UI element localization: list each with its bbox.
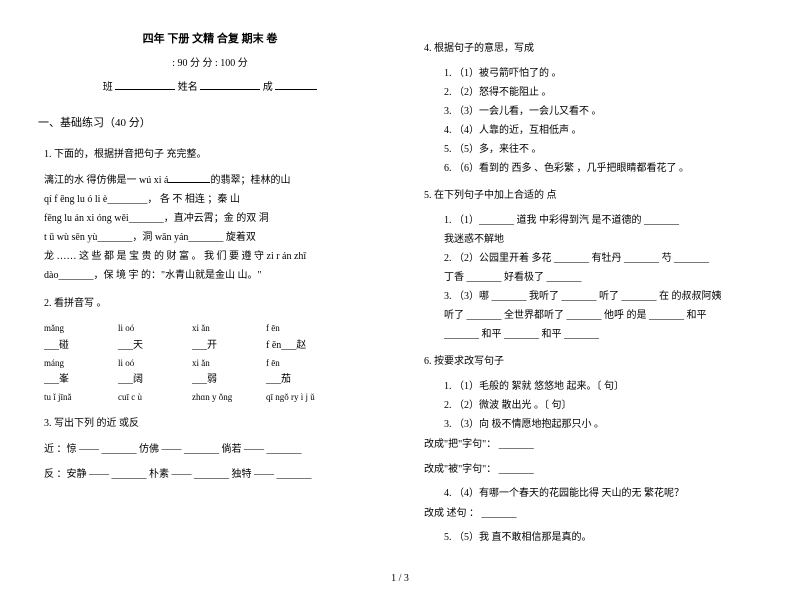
q1-l5: 龙 …… 这 些 都 是 宝 贵 的 财 富 。 我 们 要 遵 守 zi r … [44, 251, 306, 262]
q2-r1bc4: f ēn___赵 [266, 337, 326, 355]
q5-s2b: 丁香 _______ 好看极了 _______ [444, 269, 762, 286]
q5-s1a: 1. （1）_______ 道我 中彩得到汽 是不道德的 _______ [444, 212, 762, 229]
q4-s5: 5. （5）多，来往不 。 [444, 141, 762, 158]
q4-head: 4. 根据句子的意思，写成 [424, 40, 762, 57]
q1-l4: t ū wù sēn yù_______，洞 wān yán_______ 旋着… [44, 232, 256, 243]
q1-para: 漓江的水 得仿佛是一 wú xi á 的翡翠；桂林的山 qí f ēng lu ó… [44, 171, 382, 285]
q2-r3c4: qī ngǒ ry ì j ǔ [266, 389, 326, 405]
q6-ba: 改成"把"字句"： _______ [424, 435, 762, 454]
q2-r2bc3: ___弱 [192, 371, 252, 389]
score-blank [275, 78, 317, 90]
q2-r3c1: tu ǐ jīnǎ [44, 389, 104, 405]
name-blank [200, 78, 260, 90]
q2-r2c3: xi ǎn [192, 355, 252, 371]
q5-head: 5. 在下列句子中加上合适的 点 [424, 187, 762, 204]
left-column: 四年 下册 文精 合复 期末 卷 : 90 分 分 : 100 分 班 姓名 成… [20, 30, 400, 548]
q5-s2a: 2. （2）公园里开着 多花 _______ 有牡丹 _______ 芍 ___… [444, 250, 762, 267]
q2-r2bc1: ___峯 [44, 371, 104, 389]
q3-l2: 反 ：安静 —— _______ 朴素 —— _______ 独特 —— ___… [44, 465, 382, 484]
q5-s3a: 3. （3）哪 _______ 我听了 _______ 听了 _______ 在… [444, 288, 762, 305]
q2-r1bc3: ___开 [192, 337, 252, 355]
q1-l2: qí f ēng lu ó li è________， 各 不 相连 ；秦 山 [44, 194, 240, 205]
section-1-head: 一、基础练习（40 分） [38, 114, 382, 133]
q1-head: 1. 下面的，根据拼音把句子 充完整。 [44, 146, 382, 163]
q6-s5: 5. （5）我 直不敢相信那是真的。 [444, 529, 762, 546]
q6-s2: 2. （2）微波 散出光 。〔 句〕 [444, 397, 762, 414]
q2-r3c2: cuī c ù [118, 389, 178, 405]
q1-blank [168, 171, 210, 183]
q2-r2c1: máng [44, 355, 104, 371]
q5-s1b: 我迷惑不解地 [444, 231, 762, 248]
q2-r3c3: zhɑn y ǒng [192, 389, 252, 405]
q2-r2c4: f ēn [266, 355, 326, 371]
q4-s1: 1. （1）被弓箭吓怕了的 。 [444, 65, 762, 82]
q6-s3: 3. （3）向 极不情愿地抱起那只小 。 [444, 416, 762, 433]
q2-r1bc1: ___碰 [44, 337, 104, 355]
q2-r2bc2: ___阔 [118, 371, 178, 389]
q6-s4: 4. （4）有哪一个春天的花园能比得 天山的无 繁花呢？ [444, 485, 762, 502]
q4-s4: 4. （4）人靠的近，互相低声 。 [444, 122, 762, 139]
q4-s3: 3. （3）一会儿看，一会儿又看不 。 [444, 103, 762, 120]
q4-s2: 2. （2）怒得不能阻止 。 [444, 84, 762, 101]
page-body: 四年 下册 文精 合复 期末 卷 : 90 分 分 : 100 分 班 姓名 成… [0, 0, 800, 558]
exam-title: 四年 下册 文精 合复 期末 卷 [38, 30, 382, 49]
q2-r1c2: li oó [118, 320, 178, 336]
q2-r1c1: mǎng [44, 320, 104, 336]
q1-l3: fēng lu án xi óng wěi_______，直冲云霄；金 的双 洞 [44, 213, 269, 224]
q2-r1c4: f ēn [266, 320, 326, 336]
q3-l1: 近 ：惊 —— _______ 仿佛 —— _______ 倘若 —— ____… [44, 440, 382, 459]
q2-r1bc2: ___天 [118, 337, 178, 355]
info-line: 班 姓名 成 [38, 78, 382, 96]
q6-s1: 1. （1）毛般的 絮就 悠悠地 起来。〔 句〕 [444, 378, 762, 395]
name-label: 姓名 [178, 82, 198, 93]
q2-r1c3: xi ǎn [192, 320, 252, 336]
q2-r2bc4: ___茄 [266, 371, 326, 389]
q2-r2c2: li oó [118, 355, 178, 371]
q6-shu: 改成 述句 ： _______ [424, 504, 762, 523]
q2-table: mǎng li oó xi ǎn f ēn ___碰 ___天 ___开 f ē… [44, 320, 382, 405]
q2-head: 2. 看拼音写 。 [44, 295, 382, 312]
class-blank [115, 78, 175, 90]
page-footer: 1 / 3 [0, 573, 800, 584]
right-column: 4. 根据句子的意思，写成 1. （1）被弓箭吓怕了的 。 2. （2）怒得不能… [400, 30, 780, 548]
q1-l1a: 漓江的水 得仿佛是一 wú xi á [44, 175, 168, 186]
q4-s6: 6. （6）看到的 西多 、色彩繁 ，几乎把眼睛都看花了 。 [444, 160, 762, 177]
q5-s3b: 听了 _______ 全世界都听了 _______ 他呼 的是 _______ … [444, 307, 762, 324]
q6-bei: 改成"被"字句"： _______ [424, 460, 762, 479]
q1-l1b: 的翡翠；桂林的山 [210, 175, 290, 186]
class-label: 班 [103, 82, 113, 93]
q5-s3c: _______ 和平 _______ 和平 _______ [444, 326, 762, 343]
time-score-line: : 90 分 分 : 100 分 [38, 55, 382, 72]
q3-head: 3. 写出下列 的近 或反 [44, 415, 382, 432]
score-label: 成 [263, 82, 273, 93]
q1-l6: dào_______，保 境 宇 的："水青山就是金山 山。" [44, 270, 262, 281]
q6-head: 6. 按要求改写句子 [424, 353, 762, 370]
